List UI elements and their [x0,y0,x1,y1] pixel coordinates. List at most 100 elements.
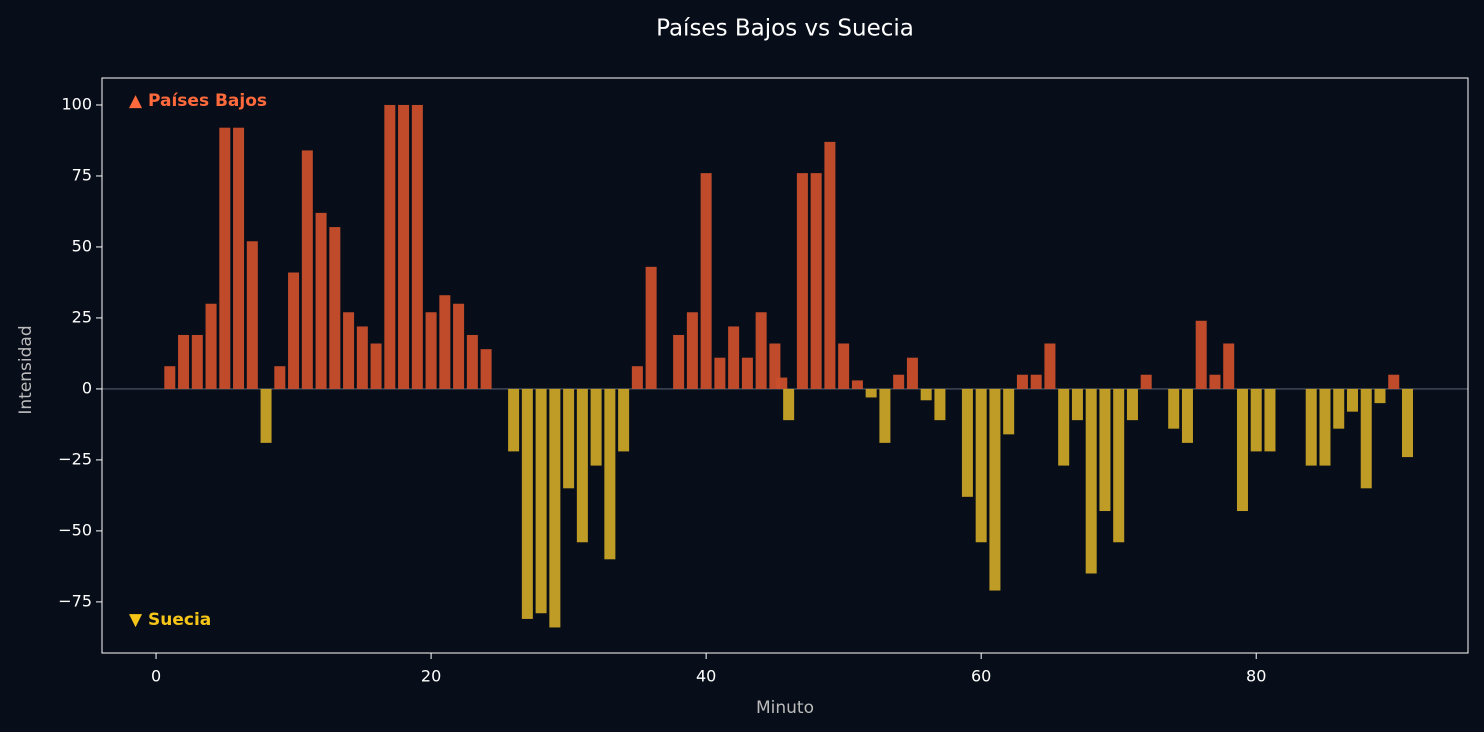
bar [274,366,286,389]
bar [576,388,588,543]
bar [1085,388,1097,574]
bar [796,173,808,389]
bar [769,343,781,389]
bar [1319,388,1331,466]
bar [466,334,478,389]
bar [288,272,300,389]
bar [191,334,203,389]
y-axis-label: Intensidad [16,325,36,414]
bar [219,127,231,389]
x-tick-label: 0 [151,667,161,686]
bar [1305,388,1317,466]
bar [1209,374,1221,389]
bar [728,326,740,389]
bar [521,388,533,619]
bar [1140,374,1152,389]
bar [755,312,767,389]
bar [164,366,176,389]
bar [879,388,891,443]
bar [178,334,190,389]
bar [824,141,836,389]
y-tick-label: −25 [58,449,92,468]
bar [384,104,396,389]
bar [301,150,313,389]
bar [453,303,465,389]
bar [838,343,850,389]
bar [1099,388,1111,512]
bar [1126,388,1138,421]
bar [425,312,437,389]
bar [961,388,973,497]
bar [604,388,616,560]
bar [549,388,561,628]
bar [315,212,327,389]
bar [920,388,932,401]
bar [508,388,520,452]
plot-frame [101,77,1469,654]
bar [1401,388,1413,458]
bar [1374,388,1386,404]
bar [645,266,657,389]
bar [233,127,245,389]
y-tick-label: 25 [72,307,92,326]
bar [1236,388,1248,512]
bar [865,388,877,398]
bar [1003,388,1015,435]
x-tick-label: 20 [421,667,441,686]
bar [776,377,788,389]
bar [590,388,602,466]
bar [1071,388,1083,421]
bar [329,227,341,389]
bar [563,388,575,489]
bar [398,104,410,389]
bar [1030,374,1042,389]
y-tick-label: 0 [82,378,92,397]
bar [343,312,355,389]
y-tick-label: −75 [58,591,92,610]
x-axis-label: Minuto [756,698,814,718]
bar [1388,374,1400,389]
bar [1346,388,1358,412]
bar [439,295,451,389]
bar [989,388,1001,591]
y-tick-label: 100 [61,94,92,113]
bar [700,173,712,389]
bar [810,173,822,389]
bar [205,303,217,389]
bar [1250,388,1262,452]
bar [356,326,368,389]
y-tick-label: 50 [72,236,92,255]
annotation: ▲ Países Bajos [129,91,267,111]
bar [783,388,795,421]
bar [975,388,987,543]
bar [673,334,685,389]
x-tick-label: 60 [971,667,991,686]
bar [1264,388,1276,452]
bar [906,357,918,389]
bar [411,104,423,389]
bar [714,357,726,389]
bar [246,241,258,389]
bar [370,343,382,389]
bar [1168,388,1180,429]
bar [1333,388,1345,429]
bar [1181,388,1193,443]
bar [1360,388,1372,489]
bar [1016,374,1028,389]
annotation: ▼ Suecia [129,610,211,630]
bar [1044,343,1056,389]
bar [631,366,643,389]
bar [480,349,492,389]
bar [1223,343,1235,389]
bar [535,388,547,614]
bar [934,388,946,421]
x-tick-label: 80 [1246,667,1266,686]
bar [893,374,905,389]
x-tick-label: 40 [696,667,716,686]
bar [1113,388,1125,543]
y-tick-label: 75 [72,165,92,184]
bar [686,312,698,389]
bar [851,380,863,389]
